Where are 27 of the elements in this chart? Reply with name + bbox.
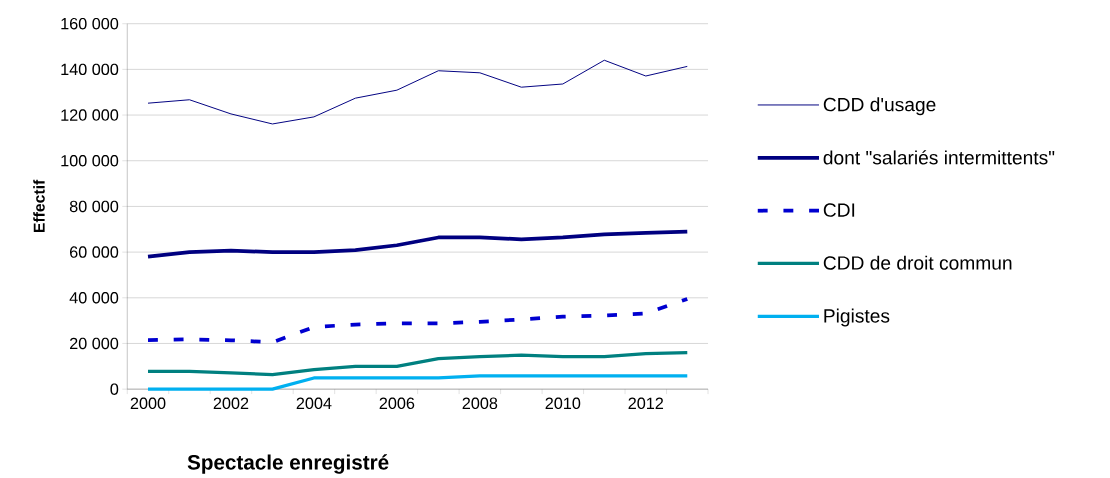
x-tick-label: 2004 [296,397,332,410]
y-tick-label: 20 000 [70,337,119,350]
y-tick-label: 0 [110,383,119,395]
x-tick-label: 2002 [213,397,249,410]
legend-label: CDI [823,203,855,217]
legend-label: CDD de droit commun [823,255,1012,270]
y-tick-label: 40 000 [69,292,119,304]
x-tick-label: 2008 [462,397,498,410]
y-tick-label: 140 000 [61,63,119,76]
y-tick-label: 60 000 [70,246,119,258]
x-tick-label: 2000 [130,397,166,410]
x-axis-title: Spectacle enregistré [187,454,389,474]
legend-label: Pigistes [824,308,890,327]
x-tick-label: 2012 [628,397,664,410]
line-series [146,297,690,345]
line-series [146,350,689,377]
y-tick-label: 80 000 [69,200,119,213]
y-tick-label: 100 000 [61,154,119,167]
legend-label: CDD d'usage [823,97,936,116]
y-axis-title: Effectif [33,179,45,233]
y-tick-label: 120 000 [61,109,119,121]
legend-label: dont "salariés intermittents" [823,150,1055,165]
line-series [147,59,688,125]
x-tick-label: 2006 [379,397,415,410]
line-series [146,229,690,259]
y-tick-label: 160 000 [61,17,119,30]
x-tick-label: 2010 [545,397,581,410]
